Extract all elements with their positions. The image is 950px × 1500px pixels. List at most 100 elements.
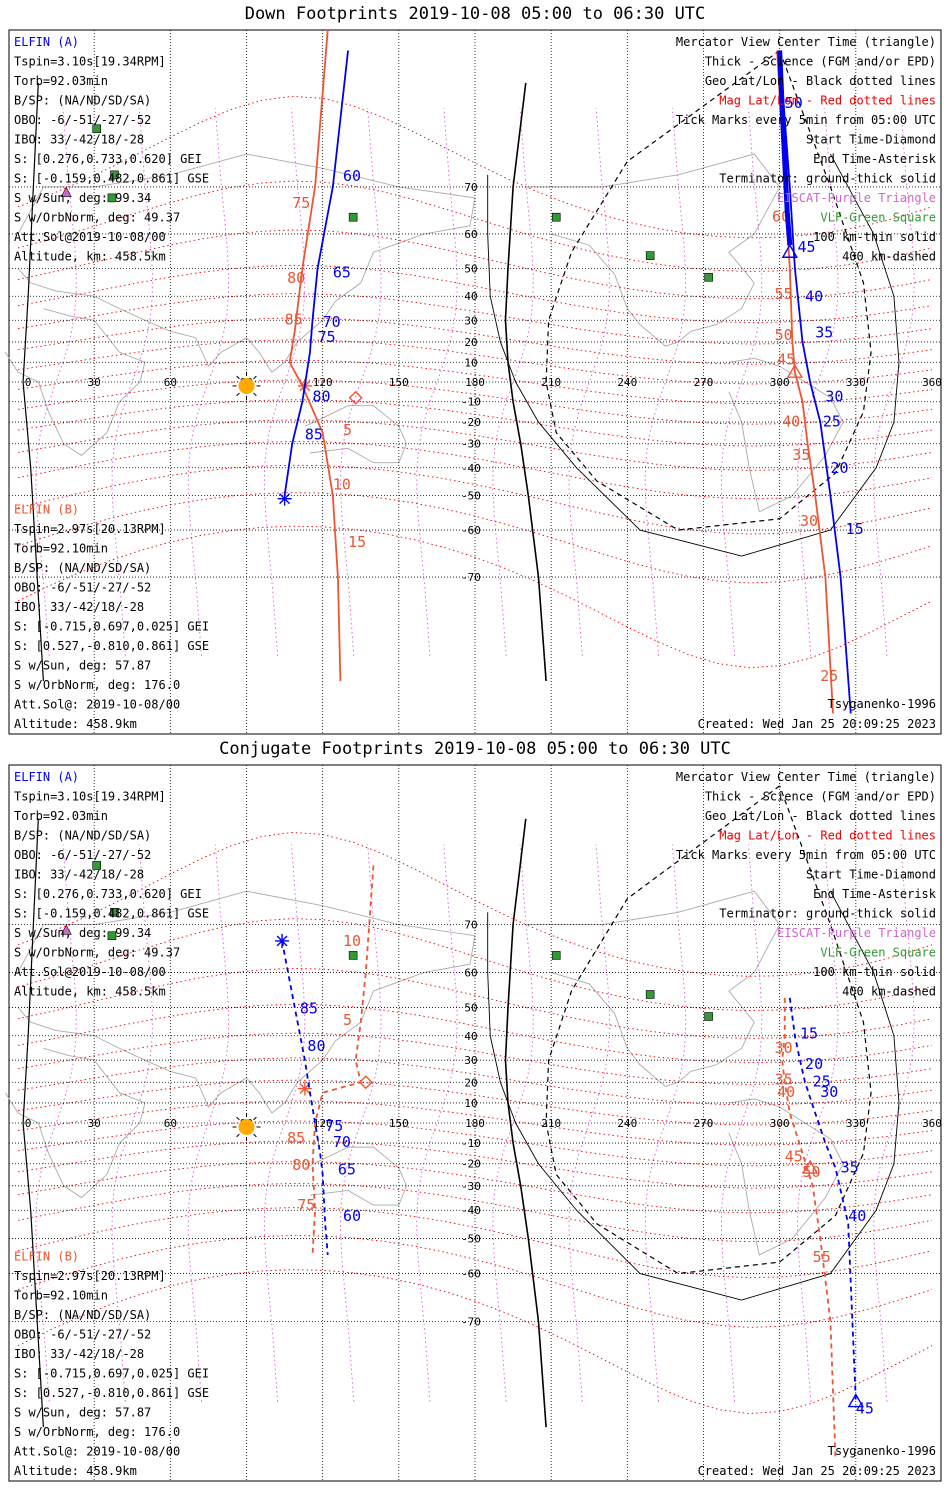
- elfin-a-track: [283, 50, 349, 496]
- lon-tick-label: 60: [164, 1117, 177, 1130]
- elfin-a-tick-label: 70: [323, 313, 341, 331]
- elfin-b-east-tick-label: 50: [775, 326, 793, 344]
- eiscat-station-icon: [60, 186, 72, 197]
- elfin-b-info-line: S w/OrbNorm, deg: 176.0: [14, 678, 180, 692]
- coastline: [304, 405, 407, 464]
- elfin-b-east-tick-label: 50: [803, 1163, 821, 1181]
- legend-item: Geo Lat/Lon - Black dotted lines: [705, 809, 936, 823]
- sun-ray: [253, 392, 257, 397]
- elfin-b-east-tick-label: 55: [775, 285, 793, 303]
- lat-tick-label: 30: [464, 1054, 477, 1067]
- lat-tick-label: 40: [464, 1030, 477, 1043]
- lat-tick-label: 60: [464, 228, 477, 241]
- legend-item: Mag Lat/Lon - Red dotted lines: [719, 94, 936, 108]
- elfin-b-tick-label: 15: [348, 533, 366, 551]
- model-credit: Tsyganenko-1996: [828, 1444, 936, 1458]
- lat-tick-label: 10: [464, 1097, 477, 1110]
- legend-item: Tick Marks every 5min from 05:00 UTC: [676, 113, 936, 127]
- legend-item: End Time-Asterisk: [813, 887, 937, 901]
- legend-item: 100 km-thin solid: [813, 230, 936, 244]
- mag-lon-line: [35, 108, 77, 656]
- map-content: 0306090120150180210240270300330360706050…: [4, 765, 942, 1481]
- elfin-a-tick-label: 85: [305, 425, 323, 443]
- coastline: [304, 1146, 407, 1206]
- elfin-b-info-line: IBO: 33/-42/18/-28: [14, 1347, 144, 1361]
- elfin-a-info: ELFIN (A) Tspin=3.10s[19.34RPM] Torb=92.03…: [14, 35, 209, 264]
- elfin-b-east-tick-label: 40: [777, 1083, 795, 1101]
- elfin-b-info-line: S w/Sun, deg: 57.87: [14, 659, 151, 673]
- sun-ray: [253, 375, 257, 380]
- elfin-b-east-tick-label: 30: [775, 1039, 793, 1057]
- panel-title: Conjugate Footprints 2019-10-08 05:00 to…: [219, 739, 731, 759]
- elfin-a-east-tick-label: 40: [805, 287, 823, 305]
- elfin-b-east-center-triangle-icon: [801, 1159, 819, 1174]
- elfin-a-end-asterisk-icon: [279, 493, 291, 505]
- lon-tick-label: 210: [541, 1117, 561, 1130]
- vlf-station-icon: [92, 861, 102, 870]
- elfin-b-tick-label: 5: [343, 421, 352, 439]
- created-timestamp: Created: Wed Jan 25 20:09:25 2023: [698, 1464, 936, 1478]
- lat-tick-label: -70: [461, 1315, 481, 1328]
- mag-lat-line: [17, 229, 933, 300]
- lat-tick-label: 20: [464, 336, 477, 349]
- elfin-a-info-line: Tspin=3.10s[19.34RPM]: [14, 790, 166, 804]
- vlf-station-icon: [107, 931, 117, 941]
- lat-tick-label: 30: [464, 314, 477, 327]
- elfin-b-tick-label: 80: [287, 269, 305, 287]
- lat-tick-label: -60: [461, 524, 481, 537]
- elfin-b-tick-label: 80: [292, 1156, 310, 1174]
- lon-tick-label: 360: [922, 376, 942, 389]
- legend-item: Tick Marks every 5min from 05:00 UTC: [676, 848, 936, 862]
- legend-item: Thick - Science (FGM and/or EPD): [705, 790, 936, 804]
- legend-item: Start Time-Diamond: [806, 868, 936, 882]
- mag-lat-line: [17, 180, 933, 272]
- elfin-b-info-line: Tspin=2.97s[20.13RPM]: [14, 1269, 166, 1283]
- mag-lon-line: [111, 108, 153, 656]
- mag-lon-line: [797, 108, 839, 656]
- elfin-a-info-line: S: [-0.159,0.482,0.861] GSE: [14, 907, 209, 921]
- elfin-a-heading: ELFIN (A): [14, 770, 79, 784]
- lon-tick-label: 120: [313, 376, 333, 389]
- elfin-b-start-diamond-icon: [358, 1075, 373, 1090]
- elfin-b-heading: ELFIN (B): [14, 1250, 79, 1264]
- lat-tick-label: -10: [461, 396, 481, 409]
- elfin-b-tick-label: 5: [343, 1011, 352, 1029]
- elfin-a-info: ELFIN (A) Tspin=3.10s[19.34RPM] Torb=92.03…: [14, 770, 209, 999]
- elfin-a-east-tick-label: 45: [797, 238, 815, 256]
- lat-tick-label: -30: [461, 1180, 481, 1193]
- elfin-a-tick-label: 60: [343, 167, 361, 185]
- elfin-b-tick-label: 85: [285, 311, 303, 329]
- elfin-a-info-line: S: [0.276,0.733,0.620] GEI: [14, 152, 202, 166]
- elfin-b-info: ELFIN (B) Tspin=2.97s[20.13RPM] Torb=92.10…: [14, 503, 209, 732]
- elfin-b-info-line: Torb=92.10min: [14, 542, 108, 556]
- elfin-b-east-tick-label: 40: [782, 412, 800, 430]
- lon-tick-label: 0: [25, 376, 32, 389]
- elfin-b-info-line: S: [0.527,-0.810,0.861] GSE: [14, 1386, 209, 1400]
- lon-tick-label: 150: [389, 1117, 409, 1130]
- elfin-a-east-tick-label: 25: [823, 412, 841, 430]
- elfin-a-info-line: S: [0.276,0.733,0.620] GEI: [14, 887, 202, 901]
- elfin-b-tick-label: 85: [287, 1129, 305, 1147]
- elfin-a-tick-label: 70: [333, 1133, 351, 1151]
- elfin-a-east-tick-label: 15: [800, 1024, 818, 1042]
- elfin-b-info: ELFIN (B) Tspin=2.97s[20.13RPM] Torb=92.10…: [14, 1250, 209, 1479]
- lon-tick-label: 270: [694, 1117, 714, 1130]
- vlf-station-icon: [551, 951, 561, 960]
- terminator-ground: [504, 818, 547, 1428]
- coastline: [525, 153, 781, 347]
- sun-ray: [236, 392, 240, 397]
- elfin-b-tick-label: 75: [292, 194, 310, 212]
- lat-tick-label: -60: [461, 1268, 481, 1281]
- lon-tick-label: 0: [25, 1117, 32, 1130]
- vlf-station-icon: [551, 212, 561, 222]
- elfin-b-info-line: Torb=92.10min: [14, 1289, 108, 1303]
- elfin-a-east-tick-label: 35: [841, 1158, 859, 1176]
- elfin-b-track: [288, 29, 342, 682]
- vlf-station-icon: [107, 193, 117, 203]
- mag-lon-line: [492, 108, 534, 656]
- mag-lat-line: [17, 525, 933, 669]
- coastline: [4, 1047, 146, 1199]
- sun-ray: [253, 1116, 257, 1121]
- elfin-b-info-line: Att.Sol@: 2019-10-08/00: [14, 1445, 180, 1459]
- legend-item: Mercator View Center Time (triangle): [676, 35, 936, 49]
